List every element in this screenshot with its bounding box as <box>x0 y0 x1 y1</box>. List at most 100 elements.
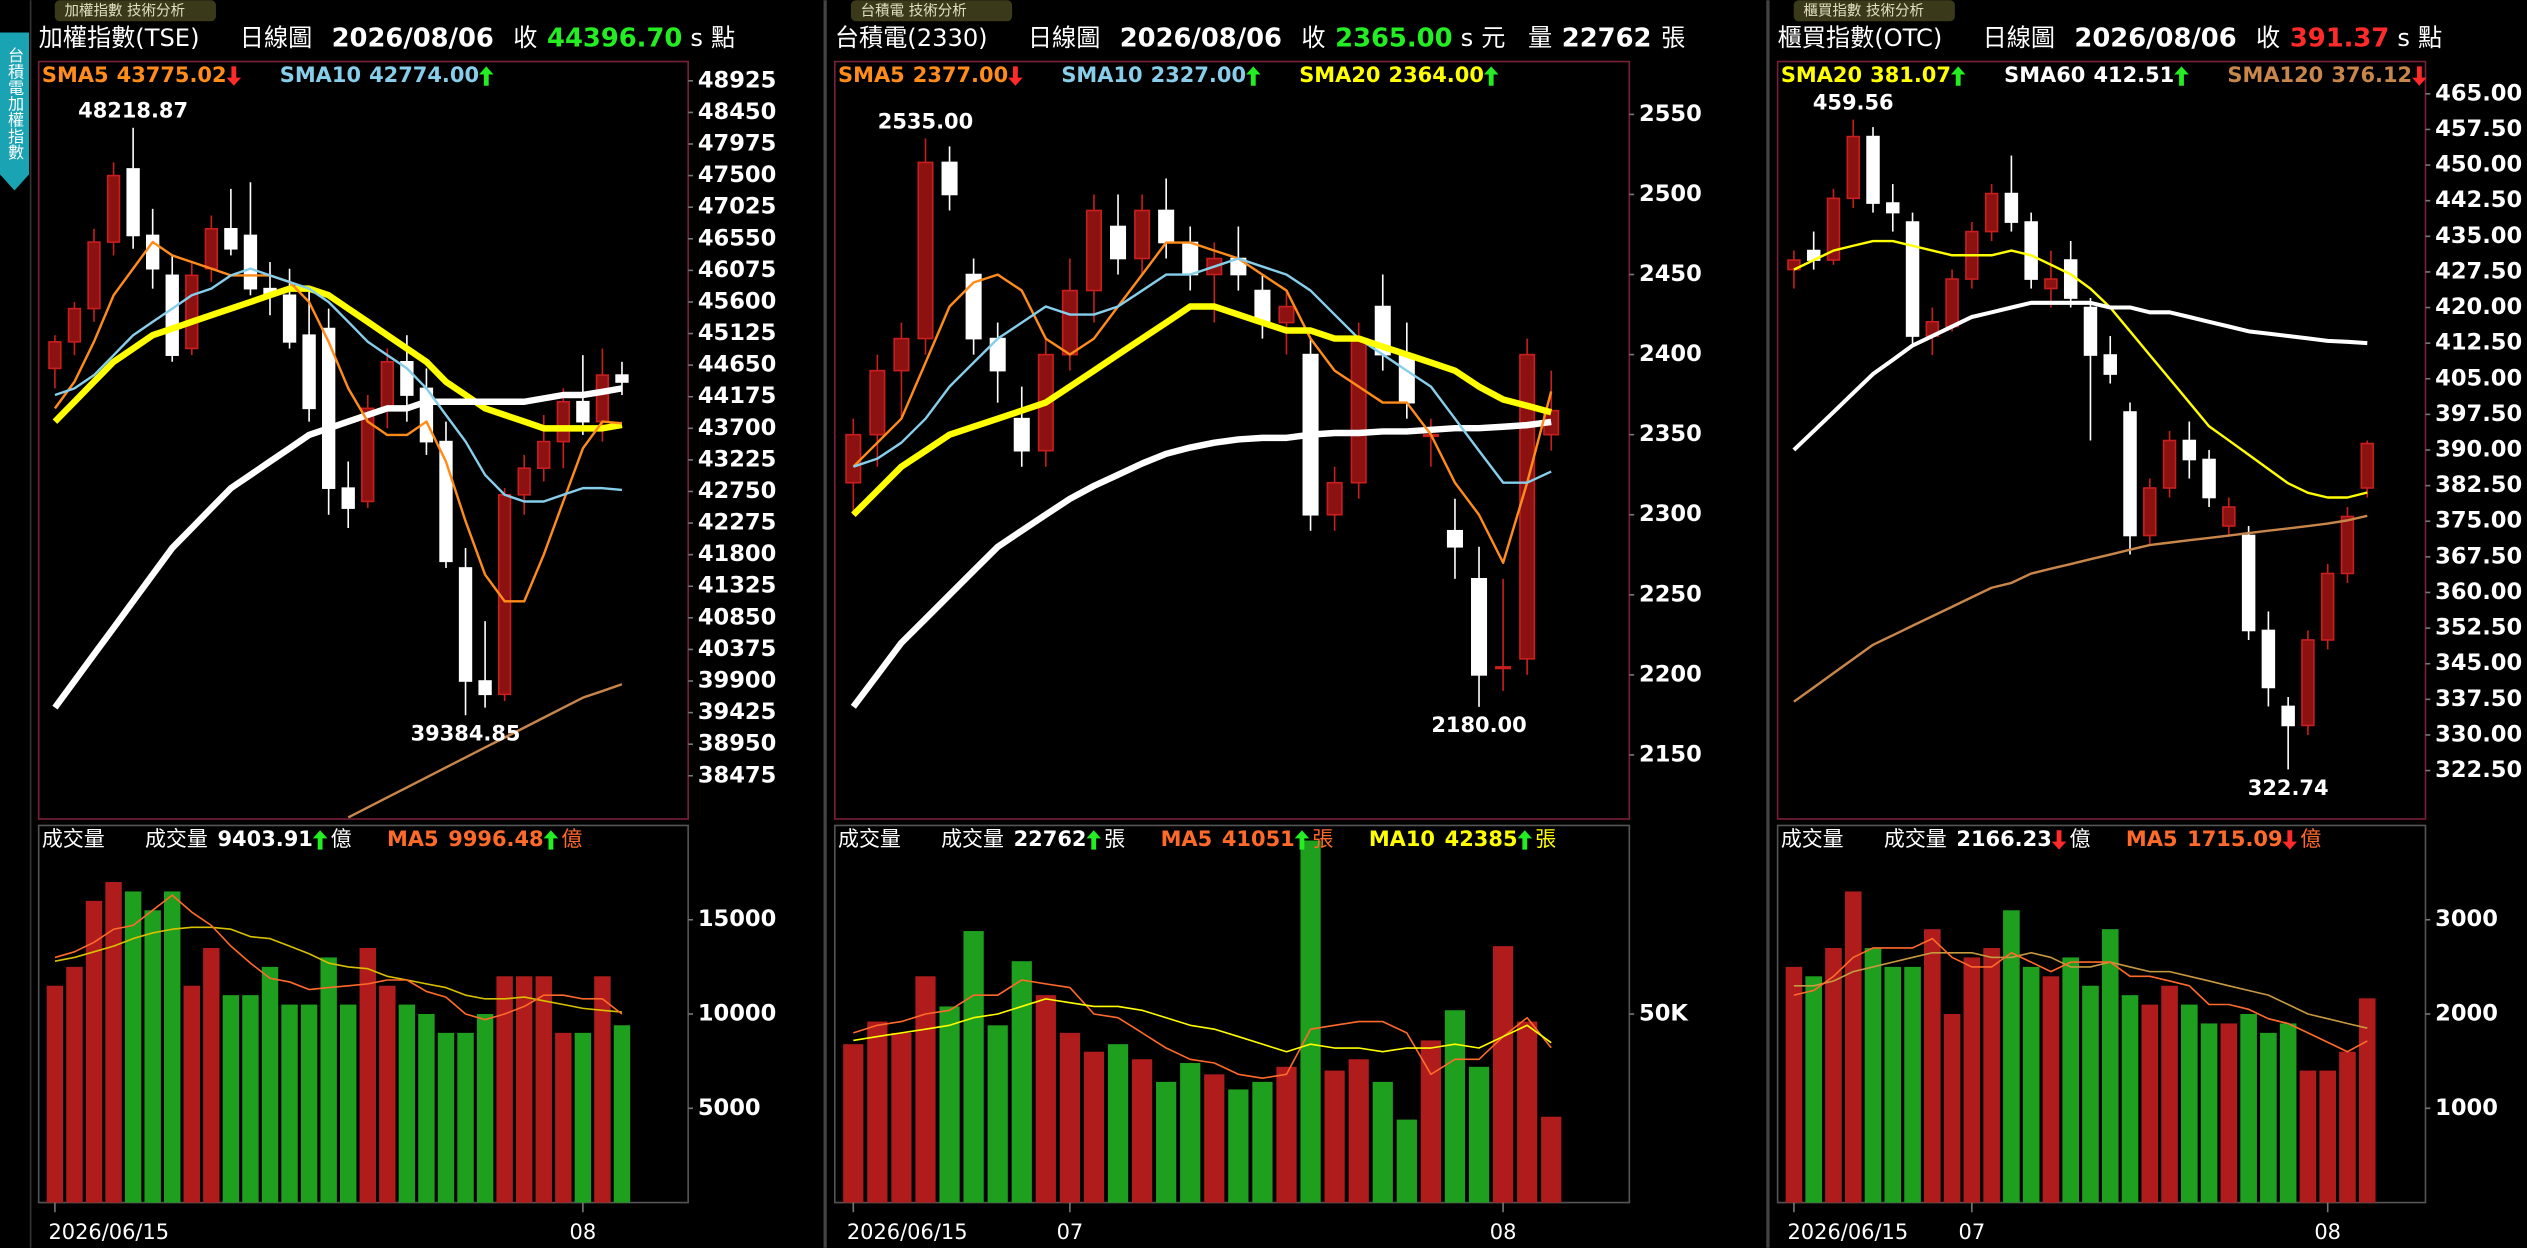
volume-bar <box>1983 948 2000 1203</box>
y-tick-label: 2300 <box>1639 501 1702 527</box>
legend-value: 43775.02 <box>117 63 227 87</box>
volume-title: 成交量 <box>838 827 901 851</box>
sidebar-label[interactable]: 台積電加權指數 <box>5 47 24 160</box>
candle-body <box>1326 481 1343 516</box>
volume-bar <box>105 882 122 1203</box>
volume-bar <box>1492 946 1514 1203</box>
trend-arrow <box>2174 66 2189 86</box>
candle-body <box>478 680 492 696</box>
legend-unit: 億 <box>2300 827 2321 851</box>
ma-line <box>52 285 623 432</box>
candle-body <box>1013 417 1030 452</box>
volume-bar <box>1083 1051 1105 1203</box>
y-tick-label: 48925 <box>698 67 776 93</box>
volume-bar <box>1228 1089 1249 1203</box>
candle-body <box>2182 439 2197 461</box>
candle-body <box>2222 506 2236 527</box>
volume-bar <box>1011 961 1032 1203</box>
y-tick-label: 375.00 <box>2435 508 2522 534</box>
volume-bar <box>1276 1066 1297 1203</box>
volume-bar <box>1844 891 1862 1203</box>
y-tick-label: 42275 <box>698 510 776 536</box>
volume-bar <box>1884 966 1902 1203</box>
x-tick-label: 2026/06/15 <box>847 1220 968 1244</box>
y-tick-label: 2450 <box>1639 261 1702 287</box>
panel-tab-label: 加權指數 技術分析 <box>64 3 185 20</box>
candle-body <box>1866 135 1880 204</box>
candle-body <box>2202 458 2216 499</box>
volume-bar <box>1035 995 1056 1203</box>
volume-bar <box>359 948 376 1203</box>
y-tick-label: 39425 <box>698 699 776 725</box>
y-tick-label: 390.00 <box>2435 437 2522 463</box>
y-tick-label: 3000 <box>2435 906 2498 932</box>
y-tick-label: 2350 <box>1639 421 1702 447</box>
candle-body <box>1470 577 1488 676</box>
candle-body <box>1278 305 1295 324</box>
candle-body <box>321 327 336 489</box>
y-tick-label: 382.50 <box>2435 472 2522 498</box>
candle-body <box>380 360 394 410</box>
volume-bar <box>1396 1119 1417 1203</box>
y-tick-label: 442.50 <box>2435 187 2522 213</box>
close-value: 44396.70 <box>547 23 682 53</box>
volume-bar <box>2082 985 2099 1203</box>
candle-body <box>893 337 910 372</box>
y-tick-label: 44175 <box>698 383 776 409</box>
volume-name: 成交量 <box>145 827 208 851</box>
x-tick-label: 07 <box>1057 1220 1084 1244</box>
legend-name: MA10 <box>1369 827 1435 851</box>
trend-arrow <box>543 830 559 850</box>
candle-body <box>1826 197 1841 261</box>
candle-body <box>537 440 551 470</box>
trend-arrow <box>1294 830 1310 850</box>
legend-value: 42774.00 <box>369 63 479 87</box>
volume-bar <box>1444 1010 1466 1203</box>
candle-body <box>2143 487 2157 537</box>
volume-bar <box>515 976 533 1203</box>
y-tick-label: 2500 <box>1639 181 1702 207</box>
candle-body <box>2162 439 2177 489</box>
volume-bar <box>2141 1004 2159 1203</box>
volume-bar <box>1420 1040 1442 1203</box>
y-tick-label: 457.50 <box>2435 116 2522 142</box>
legend-name: SMA5 <box>838 63 905 87</box>
candle-body <box>1182 241 1199 276</box>
volume-bar <box>46 985 64 1203</box>
y-tick-label: 2000 <box>2435 1001 2498 1027</box>
period: 日線圖 <box>240 24 312 52</box>
volume-bar <box>124 891 142 1203</box>
y-tick-label: 42750 <box>698 478 776 504</box>
candle-body <box>1350 337 1367 484</box>
legend-unit: 張 <box>1312 827 1333 851</box>
candle-body <box>341 487 355 509</box>
period: 日線圖 <box>1983 24 2055 52</box>
y-tick-label: 45125 <box>698 320 776 346</box>
volume-bar <box>891 1032 912 1203</box>
trend-arrow <box>1086 830 1101 850</box>
unit: 元 <box>1481 24 1505 52</box>
volume-bar <box>496 976 513 1203</box>
trend-arrow <box>1008 66 1023 86</box>
ma-line <box>1793 937 2368 1053</box>
y-tick-label: 412.50 <box>2435 330 2522 356</box>
y-tick-label: 48450 <box>698 99 776 125</box>
volume-bar <box>183 985 200 1203</box>
ma-line <box>54 267 623 503</box>
volume-bar <box>555 1032 572 1203</box>
y-tick-label: 45600 <box>698 288 776 314</box>
y-tick-label: 15000 <box>698 906 776 932</box>
volume-bar <box>939 1006 960 1203</box>
flag: s <box>2397 24 2410 52</box>
candle-body <box>2360 442 2374 489</box>
candle-body <box>67 307 82 343</box>
low-label: 322.74 <box>2248 776 2329 800</box>
volume-value: 2166.23 <box>1956 827 2051 851</box>
candle-body <box>282 294 297 343</box>
volume-bar <box>1204 1074 1225 1203</box>
ma-line <box>53 240 623 603</box>
volume-bar <box>398 1004 416 1203</box>
candle-body <box>204 227 219 270</box>
volume-bar <box>843 1044 864 1203</box>
sidebar-tab[interactable] <box>0 32 30 191</box>
